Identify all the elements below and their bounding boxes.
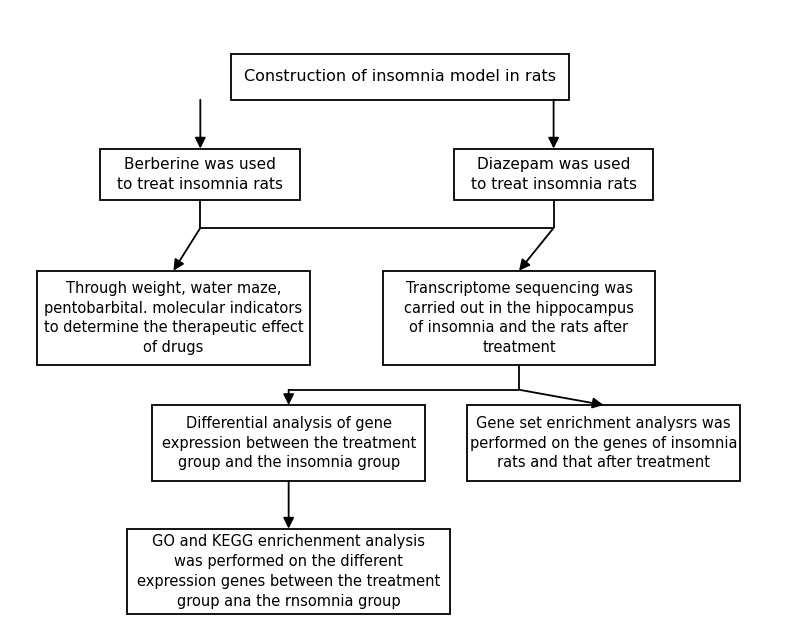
Text: Diazepam was used
to treat insomnia rats: Diazepam was used to treat insomnia rats (470, 157, 637, 192)
Text: Transcriptome sequencing was
carried out in the hippocampus
of insomnia and the : Transcriptome sequencing was carried out… (404, 281, 634, 355)
FancyBboxPatch shape (382, 271, 655, 365)
Text: Berberine was used
to treat insomnia rats: Berberine was used to treat insomnia rat… (118, 157, 283, 192)
Text: Construction of insomnia model in rats: Construction of insomnia model in rats (244, 69, 556, 85)
FancyBboxPatch shape (101, 149, 300, 200)
Text: Gene set enrichment analysrs was
performed on the genes of insomnia
rats and tha: Gene set enrichment analysrs was perform… (470, 416, 738, 471)
FancyBboxPatch shape (37, 271, 310, 365)
FancyBboxPatch shape (231, 54, 569, 100)
Text: GO and KEGG enrichenment analysis
was performed on the different
expression gene: GO and KEGG enrichenment analysis was pe… (137, 534, 440, 609)
FancyBboxPatch shape (454, 149, 654, 200)
Text: Differential analysis of gene
expression between the treatment
group and the ins: Differential analysis of gene expression… (162, 416, 416, 471)
FancyBboxPatch shape (127, 529, 450, 614)
FancyBboxPatch shape (152, 405, 425, 481)
Text: Through weight, water maze,
pentobarbital. molecular indicators
to determine the: Through weight, water maze, pentobarbita… (44, 281, 303, 355)
FancyBboxPatch shape (467, 405, 740, 481)
